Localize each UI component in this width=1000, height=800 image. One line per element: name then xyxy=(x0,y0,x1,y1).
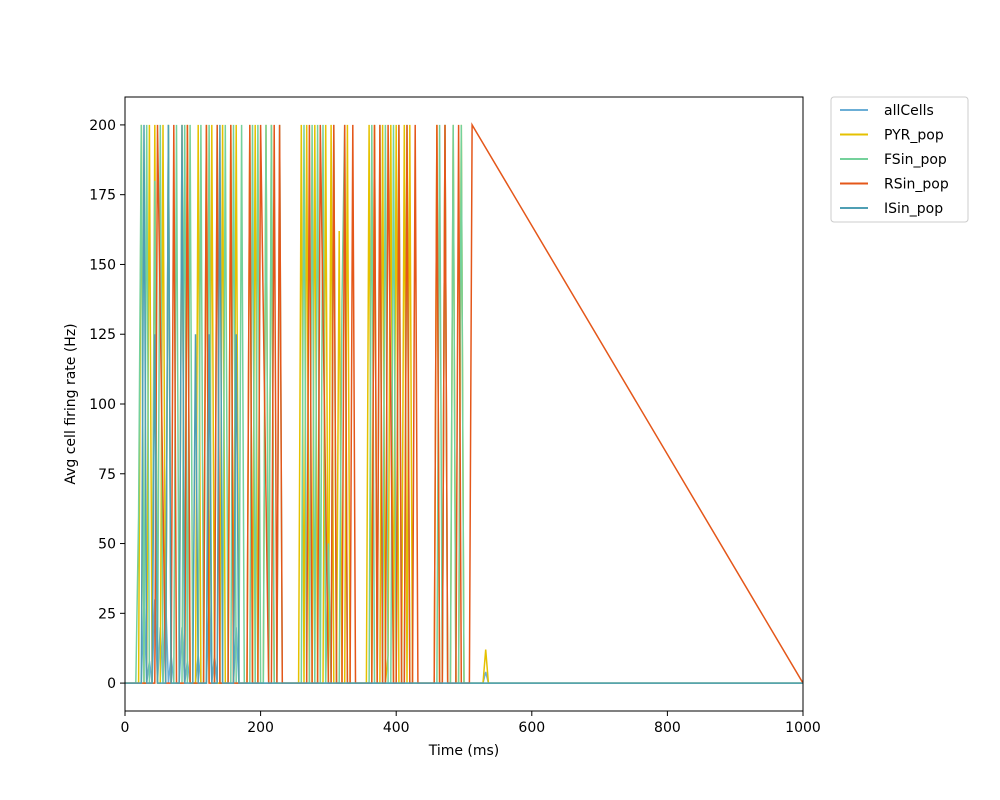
legend-label-ISin_pop: ISin_pop xyxy=(884,201,943,217)
y-tick-label: 150 xyxy=(89,257,116,273)
x-tick-label: 600 xyxy=(518,720,545,736)
x-tick-label: 1000 xyxy=(785,720,821,736)
y-tick-label: 125 xyxy=(89,327,116,343)
series-layer xyxy=(125,122,803,684)
y-tick-label: 25 xyxy=(98,606,116,622)
legend-label-PYR_pop: PYR_pop xyxy=(884,128,944,144)
y-tick-label: 100 xyxy=(89,397,116,413)
x-tick-label: 400 xyxy=(383,720,410,736)
legend-items: allCells PYR_pop FSin_pop RSin_pop ISin_pop xyxy=(840,103,949,217)
legend-label-RSin_pop: RSin_pop xyxy=(884,177,949,193)
legend-frame xyxy=(830,96,969,223)
y-axis: 0 25 50 75 100 125 150 175 200 xyxy=(89,118,125,692)
legend-label-FSin_pop: FSin_pop xyxy=(884,152,947,168)
y-tick-label: 50 xyxy=(98,537,116,553)
y-axis-label: Avg cell firing rate (Hz) xyxy=(63,323,79,484)
y-tick-label: 175 xyxy=(89,188,116,204)
y-tick-label: 0 xyxy=(107,676,116,692)
y-tick-label: 75 xyxy=(98,467,116,483)
x-tick-label: 0 xyxy=(121,720,130,736)
x-tick-label: 800 xyxy=(654,720,681,736)
legend: allCells PYR_pop FSin_pop RSin_pop ISin_pop xyxy=(830,96,969,223)
x-axis: 0 200 400 600 800 1000 xyxy=(121,711,821,736)
x-axis-label: Time (ms) xyxy=(428,743,500,759)
x-tick-label: 200 xyxy=(247,720,274,736)
y-tick-label: 200 xyxy=(89,118,116,134)
series-line-ISin_pop xyxy=(125,124,803,684)
legend-label-allCells: allCells xyxy=(884,103,934,119)
